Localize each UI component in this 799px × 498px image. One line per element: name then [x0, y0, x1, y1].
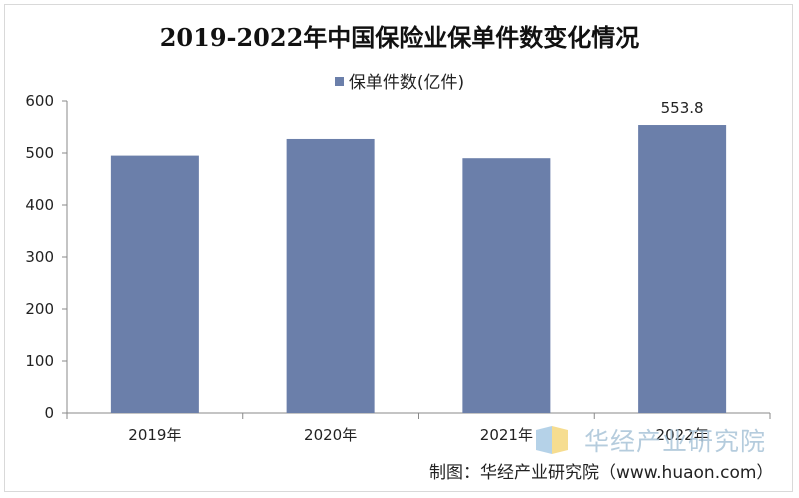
y-axis: 0 100 200 300 400 500 600	[25, 92, 68, 422]
legend-swatch	[334, 76, 344, 86]
x-tick-label: 2021年	[480, 426, 533, 444]
y-tick-label: 0	[44, 404, 54, 422]
watermark-text: 华经产业研究院	[584, 427, 767, 456]
legend: 保单件数(亿件)	[0, 68, 799, 93]
watermark-logo-icon	[536, 426, 568, 454]
watermark: 华经产业研究院	[534, 420, 784, 460]
y-tick-label: 200	[25, 300, 54, 318]
y-tick-label: 600	[25, 92, 54, 110]
x-tick-label: 2019年	[128, 426, 181, 444]
bar-1	[110, 155, 199, 413]
bar-3	[462, 158, 551, 413]
legend-label: 保单件数(亿件)	[348, 73, 465, 93]
bar-2	[286, 138, 375, 413]
bar-4	[638, 125, 727, 414]
y-tick-label: 100	[25, 352, 54, 370]
y-tick-label: 400	[25, 196, 54, 214]
y-tick-label: 300	[25, 248, 54, 266]
x-tick-label: 2020年	[304, 426, 357, 444]
bars	[110, 125, 727, 414]
source-note: 制图：华经产业研究院（www.huaon.com）	[429, 463, 774, 483]
data-labels: 553.8	[661, 99, 704, 117]
x-tick-label: 2022年	[656, 426, 709, 444]
data-label: 553.8	[661, 99, 704, 117]
y-tick-label: 500	[25, 144, 54, 162]
chart-title: 2019-2022年中国保险业保单件数变化情况	[159, 23, 640, 52]
